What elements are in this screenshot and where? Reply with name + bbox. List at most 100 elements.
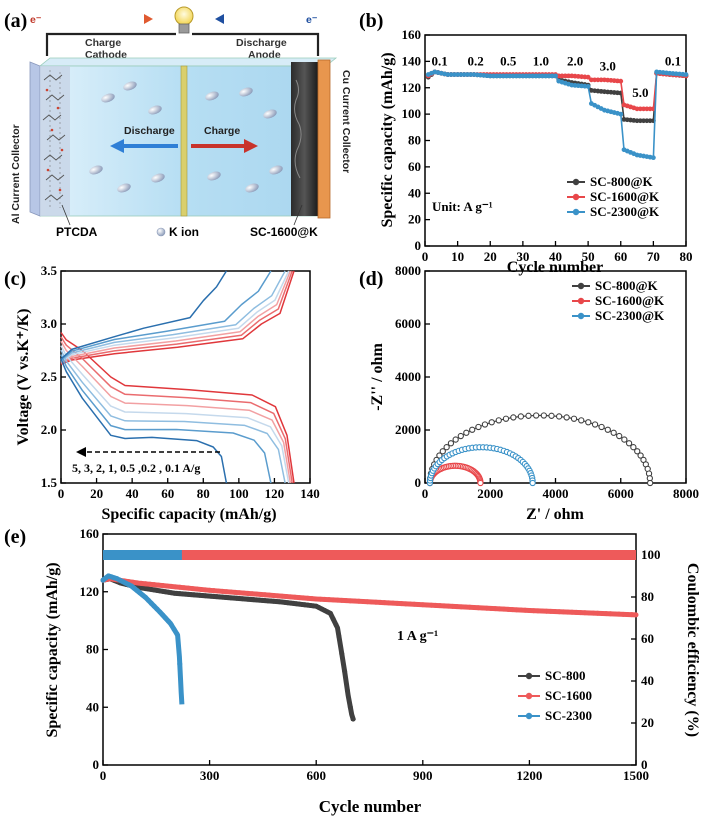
impedance-point — [591, 421, 599, 428]
y2-axis-title-e: Coulombic efficiency (%) — [684, 563, 701, 737]
capacity-point — [327, 610, 333, 616]
capacity-point — [266, 592, 272, 598]
rate-label: 3.0 — [600, 59, 616, 74]
capacity-point — [300, 595, 306, 601]
y-tick-label: 120 — [80, 584, 100, 599]
circuit-wire — [45, 32, 320, 56]
capacity-point — [171, 626, 177, 632]
legend-label: SC-1600@K — [595, 293, 665, 308]
data-point — [683, 72, 689, 77]
capacity-point — [172, 584, 178, 590]
x-tick-label: 50 — [582, 249, 595, 264]
x-tick-label: 10 — [451, 249, 464, 264]
impedance-point — [598, 423, 605, 431]
x-tick-label: 20 — [484, 249, 497, 264]
capacity-point — [433, 602, 439, 608]
capacity-point — [313, 596, 319, 602]
y-tick-label: 40 — [86, 699, 99, 714]
capacity-point — [475, 605, 481, 611]
x-tick-label: 4000 — [543, 486, 569, 501]
capacity-point — [194, 586, 200, 592]
long-cycling-chart: (e) 0 300 600 900 1200 1500040801201600204060… — [4, 526, 701, 816]
electron-arrowhead-right — [144, 14, 153, 24]
charge-curve — [60, 270, 290, 363]
data-point — [585, 84, 591, 89]
capacity-point — [185, 585, 191, 591]
y-tick-label: 8000 — [395, 263, 421, 278]
x-tick-label: 60 — [614, 249, 627, 264]
impedance-point — [502, 415, 510, 422]
capacity-point — [616, 611, 622, 617]
y-tick-label: 4000 — [395, 369, 421, 384]
legend-marker — [525, 712, 533, 720]
x-axis-title-d: Z' / ohm — [526, 506, 584, 523]
capacity-point — [369, 599, 375, 605]
capacity-point — [458, 604, 464, 610]
y2-tick-label: 0 — [641, 757, 648, 772]
legend-marker — [577, 282, 585, 290]
impedance-point — [630, 444, 637, 451]
capacity-point — [342, 668, 348, 674]
capacity-point — [603, 611, 609, 617]
panel-label-e: (e) — [4, 526, 26, 548]
sc-pointer — [293, 204, 303, 226]
capacity-point — [411, 601, 417, 607]
ptcda-label: PTCDA — [56, 225, 98, 239]
panel-label-c: (c) — [4, 268, 26, 290]
light-bulb-icon — [174, 6, 194, 34]
k-ion-label: K ion — [169, 225, 199, 239]
capacity-point — [398, 601, 404, 607]
legend-label: SC-800 — [545, 668, 585, 683]
al-collector — [29, 61, 41, 217]
y-tick-label: 0 — [93, 757, 100, 772]
capacity-point — [262, 592, 268, 598]
data-point — [553, 73, 558, 79]
capacity-point — [386, 600, 392, 606]
nyquist-chart: (d) 0 2000 4000 6000 8000 0 2000 4000 6000 8000 S… — [359, 263, 699, 523]
impedance-point — [452, 436, 459, 443]
capacity-point — [505, 606, 511, 612]
charge-cathode-label: Charge — [85, 37, 121, 49]
ptcda-pointer — [61, 204, 71, 226]
data-point — [618, 78, 624, 84]
impedance-point — [570, 415, 578, 422]
capacity-point — [471, 605, 477, 611]
y-axis-title-b: Specific capacity (mAh/g) — [379, 52, 396, 227]
impedance-point — [646, 479, 654, 487]
capacity-point — [420, 602, 426, 608]
charge-curve — [60, 270, 286, 362]
capacity-point — [258, 591, 264, 597]
data-point — [650, 155, 656, 161]
x-tick-label: 0 — [100, 768, 107, 783]
y-tick-label: 1.5 — [41, 475, 58, 490]
capacity-point — [254, 591, 260, 597]
impedance-point — [469, 426, 476, 433]
y-tick-label: 40 — [408, 185, 421, 200]
al-collector-label: Al Current Collector — [10, 124, 22, 224]
capacity-point — [556, 609, 562, 615]
capacity-point — [350, 716, 356, 722]
capacity-point — [335, 597, 341, 603]
y2-tick-label: 80 — [641, 589, 654, 604]
y-tick-label: 120 — [402, 80, 422, 95]
impedance-point — [555, 413, 563, 420]
k-ion-particles — [89, 81, 283, 193]
capacity-point — [151, 582, 157, 588]
y-tick-label: 140 — [402, 53, 422, 68]
capacity-point — [164, 583, 170, 589]
x-tick-label: 40 — [126, 486, 139, 501]
capacity-point — [305, 595, 311, 601]
capacity-point — [177, 584, 183, 590]
voltage-profile-chart: (c) 0 20 40 60 80 100 120 140 1.5 2.0 2.5 3.0 3.5 5,… — [4, 263, 320, 523]
capacity-point — [134, 580, 140, 586]
cu-collector — [317, 59, 331, 219]
capacity-point — [271, 593, 277, 599]
impedance-point — [463, 429, 470, 436]
y-tick-label: 160 — [80, 526, 100, 541]
capacity-point — [279, 593, 285, 599]
x-tick-label: 900 — [413, 768, 433, 783]
capacity-point — [607, 611, 613, 617]
plot-frame-e — [102, 533, 637, 766]
capacity-point — [543, 608, 549, 614]
impedance-point — [475, 423, 482, 431]
